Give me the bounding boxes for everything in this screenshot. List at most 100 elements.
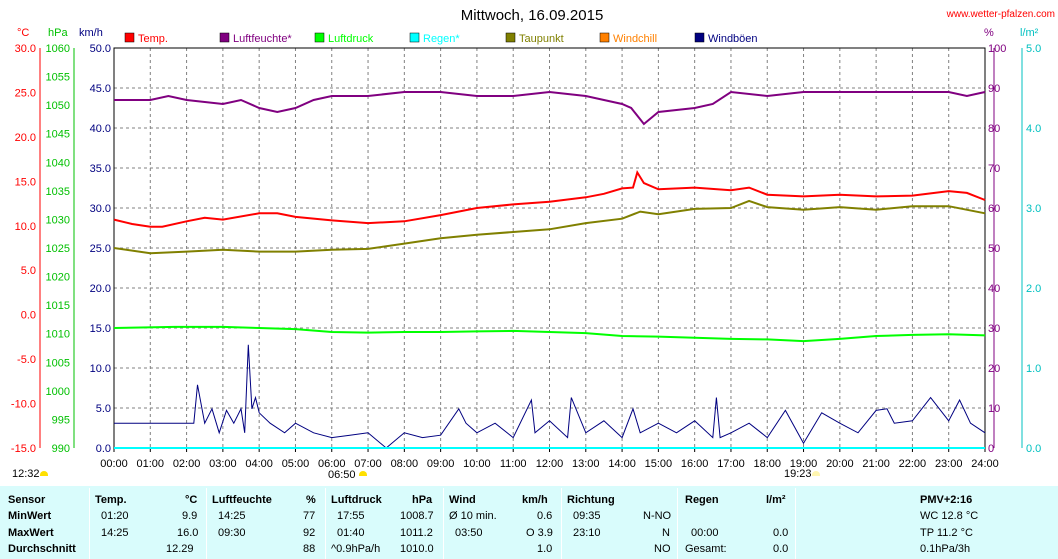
pressure-max-time: 01:40 <box>337 527 365 539</box>
legend-swatch <box>219 32 230 43</box>
chart-legend: Temp. Luftfeuchte* Luftdruck Regen* Taupunkt… <box>124 32 758 45</box>
rain-tick-label: 2.0 <box>1026 283 1041 295</box>
temp-tick-label: -10.0 <box>11 399 36 411</box>
humidity-min-value: 77 <box>303 510 316 522</box>
pressure-tick-label: 1015 <box>46 300 70 312</box>
direction-r1-value: N-NO <box>643 510 672 522</box>
legend-label: Taupunkt <box>519 33 564 45</box>
temp-avg-value: 12.29 <box>166 543 194 555</box>
series-line-luftfeuchte <box>114 90 986 126</box>
humidity-tick-label: 0 <box>988 443 994 455</box>
humidity-max-value: 92 <box>303 527 316 539</box>
wind-tick-label: 20.0 <box>90 283 111 295</box>
temp-col-unit: °C <box>185 494 198 506</box>
x-tick-label: 23:00 <box>935 458 963 470</box>
series-line-luftdruck <box>113 325 986 343</box>
x-tick-label: 24:00 <box>971 458 999 470</box>
x-tick-label: 11:00 <box>500 458 527 470</box>
pressure-col-title: Luftdruck <box>331 494 382 506</box>
wind-tick-label: 15.0 <box>90 323 111 335</box>
rain-total-label: Gesamt: <box>685 543 727 555</box>
sunset-label: 19:23 <box>784 468 812 480</box>
wind-max-value: O 3.9 <box>526 527 553 539</box>
humidity-unit-label: % <box>984 27 994 39</box>
x-tick-label: 04:00 <box>245 458 273 470</box>
wind-avg10-label: Ø 10 min. <box>449 510 497 522</box>
temp-tick-label: 10.0 <box>15 221 36 233</box>
pressure-tick-label: 1050 <box>46 100 70 112</box>
wind-tick-label: 40.0 <box>90 123 111 135</box>
rain-tick-label: 1.0 <box>1026 363 1041 375</box>
pressure-trend: ^0.9hPa/h <box>331 543 381 555</box>
temp-max-time: 14:25 <box>101 527 129 539</box>
x-tick-label: 21:00 <box>862 458 890 470</box>
x-tick-label: 10:00 <box>463 458 491 470</box>
legend-swatch <box>409 32 420 43</box>
legend-swatch <box>124 32 135 43</box>
pressure-min-time: 17:55 <box>337 510 365 522</box>
humidity-min-time: 14:25 <box>218 510 246 522</box>
temp-min-time: 01:20 <box>101 510 129 522</box>
legend-swatch <box>599 32 610 43</box>
sunset-icon <box>812 471 820 476</box>
rain-total-value: 0.0 <box>773 543 789 555</box>
legend-swatch <box>505 32 516 43</box>
wind-avg10-value: 0.6 <box>537 510 553 522</box>
rain-col-title: Regen <box>685 494 719 506</box>
x-tick-label: 03:00 <box>209 458 237 470</box>
direction-r2-time: 23:10 <box>573 527 601 539</box>
sun-icon <box>40 471 48 476</box>
series-line-temp <box>113 169 986 228</box>
rain-tick-label: 3.0 <box>1026 203 1041 215</box>
pressure-tick-label: 1035 <box>46 186 70 198</box>
x-tick-label: 12:00 <box>536 458 564 470</box>
x-tick-label: 05:00 <box>282 458 310 470</box>
pressure-tick-label: 1020 <box>46 272 70 284</box>
series-line-windben <box>114 344 986 449</box>
series-line-taupunkt <box>113 199 986 255</box>
pmv-windchill: WC 12.8 °C <box>920 510 979 522</box>
pressure-tick-label: 1000 <box>46 386 70 398</box>
rain-tick-label: 0.0 <box>1026 443 1041 455</box>
pressure-tick-label: 1060 <box>46 43 70 55</box>
temp-tick-label: 25.0 <box>15 87 36 99</box>
chart-title: Mittwoch, 16.09.2015 <box>461 7 604 24</box>
x-tick-label: 19:00 <box>790 458 818 470</box>
rain-tick-label: 5.0 <box>1026 43 1041 55</box>
wind-avg-value: 1.0 <box>537 543 553 555</box>
legend-label: Regen* <box>423 33 460 45</box>
temp-tick-label: 20.0 <box>15 132 36 144</box>
pmv-col-title: PMV+2:16 <box>920 494 973 506</box>
day-start-label: 12:32 <box>12 468 40 480</box>
x-tick-label: 16:00 <box>681 458 709 470</box>
wind-tick-label: 25.0 <box>90 243 111 255</box>
temp-tick-label: 30.0 <box>15 43 36 55</box>
pressure-tick-label: 1055 <box>46 72 70 84</box>
pressure-tick-label: 1010 <box>46 329 70 341</box>
pressure-min-value: 1008.7 <box>400 510 434 522</box>
legend-label: Windchill <box>613 33 657 45</box>
direction-r1-time: 09:35 <box>573 510 601 522</box>
direction-r2-value: N <box>662 527 670 539</box>
legend-label: Windböen <box>708 33 758 45</box>
row-label-max: MaxWert <box>8 527 54 539</box>
source-link[interactable]: www.wetter-pfalzen.com <box>946 9 1055 20</box>
y-axes: 30.0 25.0 20.0 15.0 10.0 5.0 0.0 -5.0 -10.0 -15.0… <box>11 43 1041 455</box>
x-tick-label: 13:00 <box>572 458 600 470</box>
humidity-avg-value: 88 <box>303 543 316 555</box>
x-tick-label: 00:00 <box>100 458 128 470</box>
wind-tick-label: 30.0 <box>90 203 111 215</box>
humidity-tick-label: 100 <box>988 43 1006 55</box>
wind-tick-label: 35.0 <box>90 163 111 175</box>
pmv-trend: 0.1hPa/3h <box>920 543 971 555</box>
pressure-tick-label: 1040 <box>46 157 70 169</box>
sunrise-label: 06:50 <box>328 469 356 481</box>
pressure-avg-value: 1010.0 <box>400 543 434 555</box>
legend-swatch <box>314 32 325 43</box>
stats-table <box>0 486 1058 559</box>
x-tick-label: 18:00 <box>753 458 781 470</box>
pressure-tick-label: 1025 <box>46 243 70 255</box>
legend-label: Luftdruck <box>328 33 374 45</box>
wind-tick-label: 50.0 <box>90 43 111 55</box>
x-tick-label: 02:00 <box>173 458 201 470</box>
